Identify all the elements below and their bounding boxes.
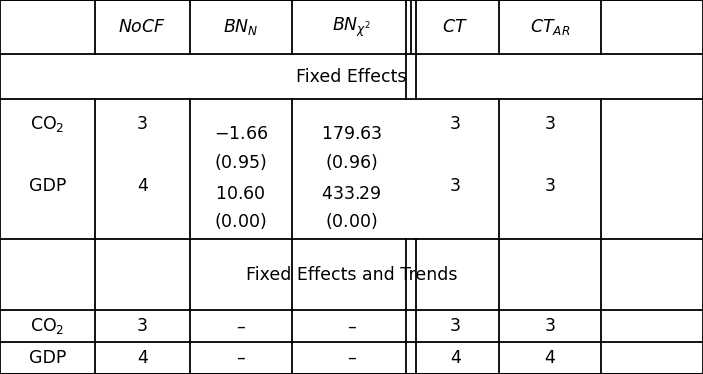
Text: $\mathrm{CO}_2$: $\mathrm{CO}_2$ <box>30 316 65 336</box>
Text: $433.29$: $433.29$ <box>321 186 382 203</box>
Text: $-1.66$: $-1.66$ <box>214 125 268 143</box>
Text: $(0.00)$: $(0.00)$ <box>214 211 267 231</box>
Text: –: – <box>236 349 245 367</box>
Text: 3: 3 <box>450 177 460 195</box>
Text: 3: 3 <box>545 317 555 335</box>
Text: $10.60$: $10.60$ <box>216 186 266 203</box>
Text: 3: 3 <box>545 177 555 195</box>
Text: Fixed Effects: Fixed Effects <box>296 68 407 86</box>
Text: $\mathit{BN}_{\chi^2}$: $\mathit{BN}_{\chi^2}$ <box>332 15 371 39</box>
Text: GDP: GDP <box>29 349 66 367</box>
Text: –: – <box>347 349 356 367</box>
Text: 3: 3 <box>450 317 460 335</box>
Text: Fixed Effects and Trends: Fixed Effects and Trends <box>246 266 457 284</box>
Text: $(0.00)$: $(0.00)$ <box>325 211 378 231</box>
Text: $\mathit{CT}_{\mathit{AR}}$: $\mathit{CT}_{\mathit{AR}}$ <box>530 17 570 37</box>
Text: $(0.95)$: $(0.95)$ <box>214 152 267 172</box>
Text: $\mathit{NoCF}$: $\mathit{NoCF}$ <box>118 18 167 36</box>
Text: $\mathit{BN}_{\mathit{N}}$: $\mathit{BN}_{\mathit{N}}$ <box>223 17 259 37</box>
Text: 4: 4 <box>137 177 148 195</box>
Text: 4: 4 <box>137 349 148 367</box>
Text: 4: 4 <box>450 349 460 367</box>
Text: $\mathit{CT}$: $\mathit{CT}$ <box>442 18 468 36</box>
Text: 3: 3 <box>137 115 148 134</box>
Text: GDP: GDP <box>29 177 66 195</box>
Text: $(0.96)$: $(0.96)$ <box>325 152 378 172</box>
Text: $\mathrm{CO}_2$: $\mathrm{CO}_2$ <box>30 114 65 134</box>
Text: 4: 4 <box>545 349 555 367</box>
Text: $179.63$: $179.63$ <box>321 125 382 143</box>
Text: 3: 3 <box>545 115 555 134</box>
Text: 3: 3 <box>450 115 460 134</box>
Text: 3: 3 <box>137 317 148 335</box>
Text: –: – <box>236 317 245 335</box>
Text: –: – <box>347 317 356 335</box>
